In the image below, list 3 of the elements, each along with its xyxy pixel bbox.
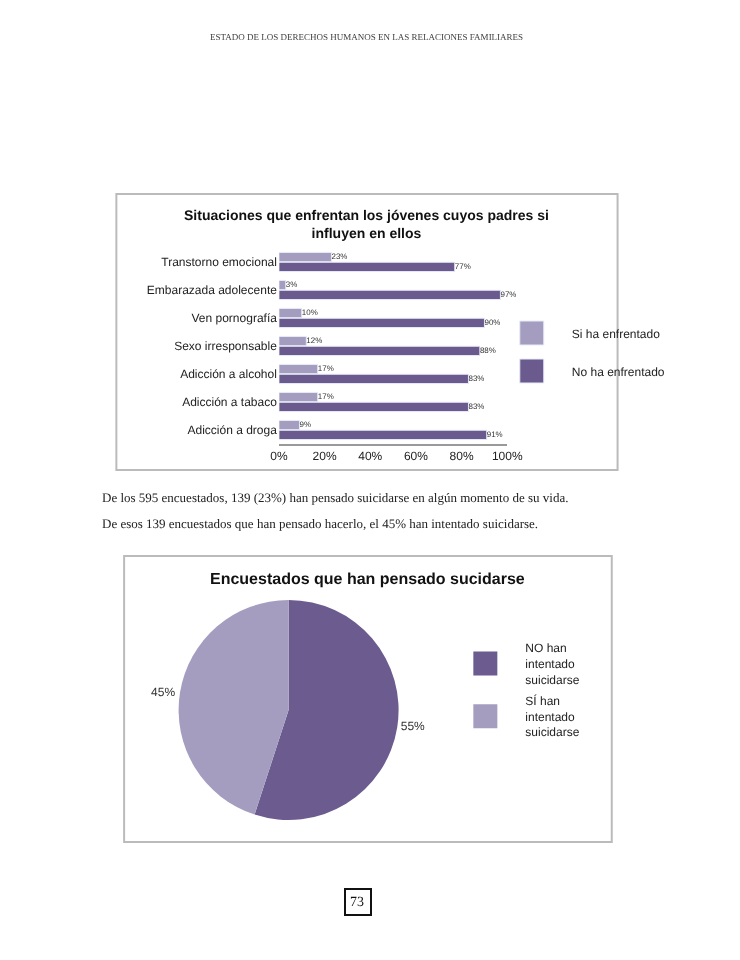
pie-slice — [178, 600, 289, 815]
pie-slice — [254, 600, 399, 820]
chart-title: Encuestados que han pensado sucidarse — [210, 570, 526, 588]
